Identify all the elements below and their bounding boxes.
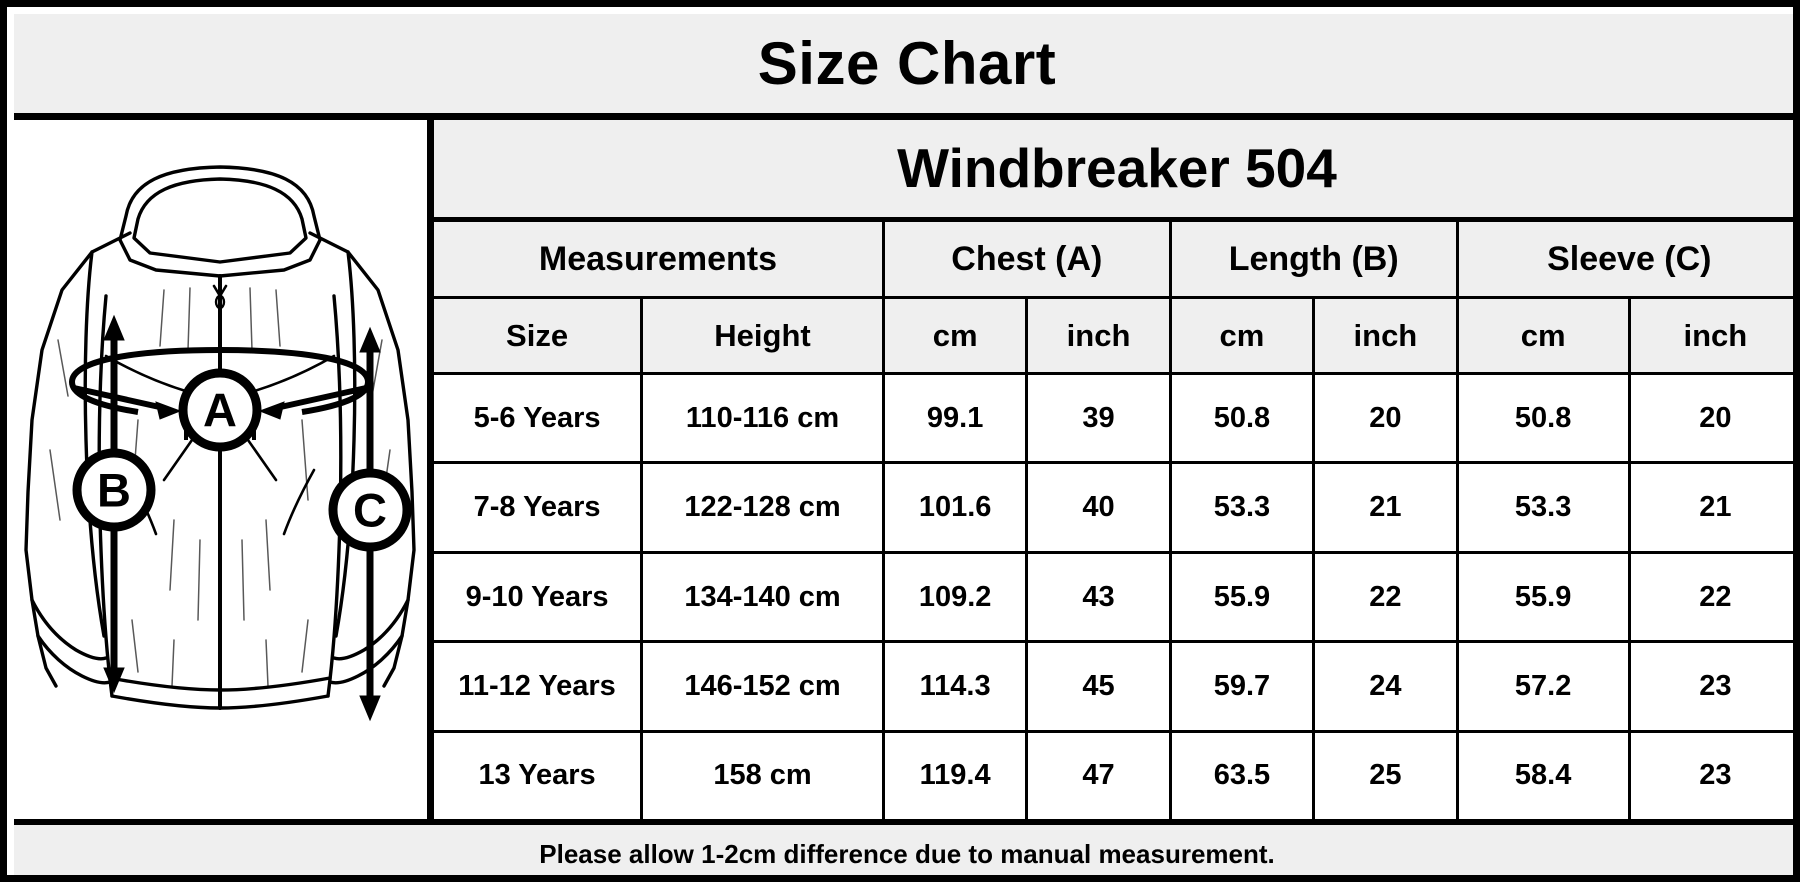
table-row: 9-10 Years 134-140 cm 109.2 43 55.9 22 5… bbox=[434, 550, 1793, 644]
size-table: Measurements Chest (A) Length (B) Sleeve… bbox=[434, 222, 1793, 819]
group-header-length: Length (B) bbox=[1168, 222, 1459, 299]
group-header-chest: Chest (A) bbox=[881, 222, 1172, 299]
unit-header-height: Height bbox=[640, 296, 885, 375]
unit-header-chest-cm: cm bbox=[881, 296, 1029, 375]
size-table-pane: Windbreaker 504 Measurements Chest (A) L… bbox=[434, 120, 1793, 819]
cell-sleeve-inch: 23 bbox=[1627, 640, 1793, 733]
footer-note: Please allow 1-2cm difference due to man… bbox=[539, 838, 1275, 869]
cell-chest-cm: 109.2 bbox=[881, 550, 1029, 644]
group-header-sleeve: Sleeve (C) bbox=[1455, 222, 1793, 299]
cell-chest-inch: 40 bbox=[1025, 461, 1172, 554]
cell-chest-cm: 101.6 bbox=[881, 461, 1029, 554]
marker-c: C bbox=[328, 468, 412, 552]
cell-chest-inch: 47 bbox=[1025, 729, 1172, 819]
cell-sleeve-cm: 58.4 bbox=[1455, 729, 1631, 819]
cell-chest-cm: 119.4 bbox=[881, 729, 1029, 819]
cell-sleeve-inch: 22 bbox=[1627, 550, 1793, 644]
cell-chest-cm: 99.1 bbox=[881, 371, 1029, 465]
cell-sleeve-inch: 21 bbox=[1627, 461, 1793, 554]
cell-length-inch: 21 bbox=[1312, 461, 1459, 554]
cell-chest-cm: 114.3 bbox=[881, 640, 1029, 733]
cell-height: 146-152 cm bbox=[640, 640, 885, 733]
jacket-illustration-pane: A B C bbox=[14, 120, 434, 819]
product-title: Windbreaker 504 bbox=[897, 137, 1337, 199]
cell-length-cm: 59.7 bbox=[1168, 640, 1316, 733]
unit-header-size: Size bbox=[434, 296, 644, 375]
cell-length-cm: 55.9 bbox=[1168, 550, 1316, 644]
table-row: 13 Years 158 cm 119.4 47 63.5 25 58.4 23 bbox=[434, 729, 1793, 819]
group-header-measurements: Measurements bbox=[434, 222, 885, 299]
cell-size: 11-12 Years bbox=[434, 640, 644, 733]
cell-height: 158 cm bbox=[640, 729, 885, 819]
cell-height: 122-128 cm bbox=[640, 461, 885, 554]
windbreaker-jacket-icon: A B C bbox=[24, 165, 416, 722]
cell-chest-inch: 43 bbox=[1025, 550, 1172, 644]
cell-length-cm: 50.8 bbox=[1168, 371, 1316, 465]
cell-sleeve-inch: 20 bbox=[1627, 371, 1793, 465]
cell-length-inch: 24 bbox=[1312, 640, 1459, 733]
cell-height: 134-140 cm bbox=[640, 550, 885, 644]
unit-header-sleeve-cm: cm bbox=[1455, 296, 1631, 375]
table-row: 5-6 Years 110-116 cm 99.1 39 50.8 20 50.… bbox=[434, 371, 1793, 465]
cell-height: 110-116 cm bbox=[640, 371, 885, 465]
cell-length-inch: 25 bbox=[1312, 729, 1459, 819]
cell-chest-inch: 45 bbox=[1025, 640, 1172, 733]
cell-sleeve-cm: 53.3 bbox=[1455, 461, 1631, 554]
cell-sleeve-cm: 57.2 bbox=[1455, 640, 1631, 733]
cell-size: 7-8 Years bbox=[434, 461, 644, 554]
cell-size: 13 Years bbox=[434, 729, 644, 819]
unit-header-row: Size Height cm inch cm inch cm inch bbox=[434, 296, 1793, 375]
marker-a: A bbox=[178, 368, 262, 452]
table-row: 11-12 Years 146-152 cm 114.3 45 59.7 24 … bbox=[434, 640, 1793, 733]
cell-length-inch: 22 bbox=[1312, 550, 1459, 644]
unit-header-sleeve-inch: inch bbox=[1627, 296, 1793, 375]
svg-text:C: C bbox=[353, 484, 387, 537]
unit-header-length-inch: inch bbox=[1312, 296, 1459, 375]
group-header-row: Measurements Chest (A) Length (B) Sleeve… bbox=[434, 222, 1793, 299]
footer-note-band: Please allow 1-2cm difference due to man… bbox=[14, 819, 1793, 875]
chart-title-band: Size Chart bbox=[14, 14, 1793, 120]
svg-text:B: B bbox=[97, 464, 131, 517]
unit-header-chest-inch: inch bbox=[1025, 296, 1172, 375]
marker-b: B bbox=[72, 448, 156, 532]
unit-header-length-cm: cm bbox=[1168, 296, 1316, 375]
page-title: Size Chart bbox=[757, 29, 1057, 97]
cell-length-cm: 53.3 bbox=[1168, 461, 1316, 554]
cell-sleeve-cm: 55.9 bbox=[1455, 550, 1631, 644]
cell-chest-inch: 39 bbox=[1025, 371, 1172, 465]
chart-body: A B C Windbreaker 504 bbox=[14, 120, 1793, 819]
size-table-body: 5-6 Years 110-116 cm 99.1 39 50.8 20 50.… bbox=[434, 371, 1793, 819]
product-title-row: Windbreaker 504 bbox=[434, 120, 1793, 222]
cell-size: 9-10 Years bbox=[434, 550, 644, 644]
cell-sleeve-inch: 23 bbox=[1627, 729, 1793, 819]
cell-sleeve-cm: 50.8 bbox=[1455, 371, 1631, 465]
table-row: 7-8 Years 122-128 cm 101.6 40 53.3 21 53… bbox=[434, 461, 1793, 554]
svg-text:A: A bbox=[203, 384, 237, 437]
cell-length-cm: 63.5 bbox=[1168, 729, 1316, 819]
cell-size: 5-6 Years bbox=[434, 371, 644, 465]
cell-length-inch: 20 bbox=[1312, 371, 1459, 465]
